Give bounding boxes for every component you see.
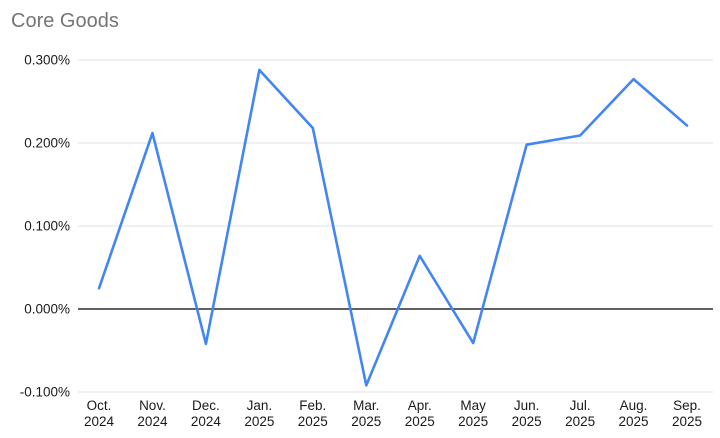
x-tick-label: Dec. 2024: [191, 398, 222, 429]
x-tick-label: Aug. 2025: [619, 398, 649, 429]
x-tick-label: Jul. 2025: [565, 398, 595, 429]
x-tick-label: Jan. 2025: [244, 398, 274, 429]
x-tick-label: Jun. 2025: [512, 398, 542, 429]
x-tick-label: Mar. 2025: [351, 398, 381, 429]
x-tick-label: Nov. 2024: [137, 398, 168, 429]
y-tick-label: 0.100%: [24, 219, 70, 234]
series-line-core-goods: [97, 68, 689, 387]
x-tick-label: Apr. 2025: [405, 398, 435, 429]
x-tick-label: Feb. 2025: [298, 398, 328, 429]
chart-title: Core Goods: [11, 10, 119, 32]
y-tick-label: -0.100%: [20, 385, 70, 400]
x-tick-label: Sep. 2025: [672, 398, 702, 429]
x-tick-label: May 2025: [458, 398, 488, 429]
y-tick-label: 0.000%: [24, 302, 70, 317]
y-tick-label: 0.300%: [24, 53, 70, 68]
x-tick-label: Oct. 2024: [84, 398, 115, 429]
y-tick-label: 0.200%: [24, 136, 70, 151]
